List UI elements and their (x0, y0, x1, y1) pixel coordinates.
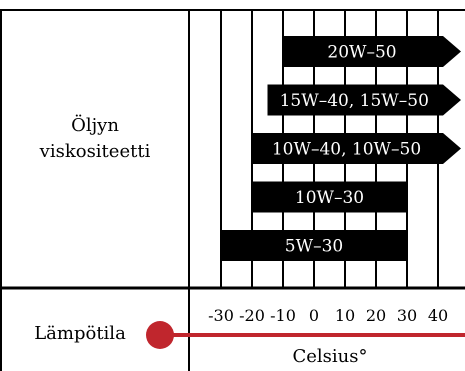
grade-bar-2 (252, 133, 461, 164)
tick-label-6: 30 (397, 306, 417, 325)
tick-label-4: 10 (335, 306, 355, 325)
grade-label-2: 10W–40, 10W–50 (272, 140, 421, 160)
grade-label-0: 20W–50 (327, 43, 396, 63)
tick-label-7: 40 (428, 306, 448, 325)
viscosity-label-line2: viskositeetti (39, 141, 151, 162)
tick-label-3: 0 (309, 306, 319, 325)
grade-label-1: 15W–40, 15W–50 (280, 91, 429, 111)
tick-label-2: -10 (270, 306, 296, 325)
tick-label-0: -30 (208, 306, 234, 325)
grade-label-4: 5W–30 (285, 237, 343, 257)
grade-bar-3 (252, 181, 407, 213)
thermometer-bulb (146, 321, 174, 349)
grade-bar-4 (221, 230, 407, 261)
axis-unit-label: Celsius° (292, 346, 367, 367)
temperature-label: Lämpötila (34, 323, 126, 344)
grade-label-3: 10W–30 (295, 188, 364, 208)
tick-label-1: -20 (239, 306, 265, 325)
grade-bar-0 (283, 36, 461, 67)
viscosity-label-line1: Öljyn (71, 113, 119, 136)
tick-label-5: 20 (366, 306, 386, 325)
grade-bar-1 (267, 84, 461, 116)
grade-bars: 20W–50 15W–40, 15W–50 10W–40, 10W–50 10W–30… (221, 36, 461, 261)
axis-tick-labels: -30 -20 -10 0 10 20 30 40 (208, 306, 448, 325)
